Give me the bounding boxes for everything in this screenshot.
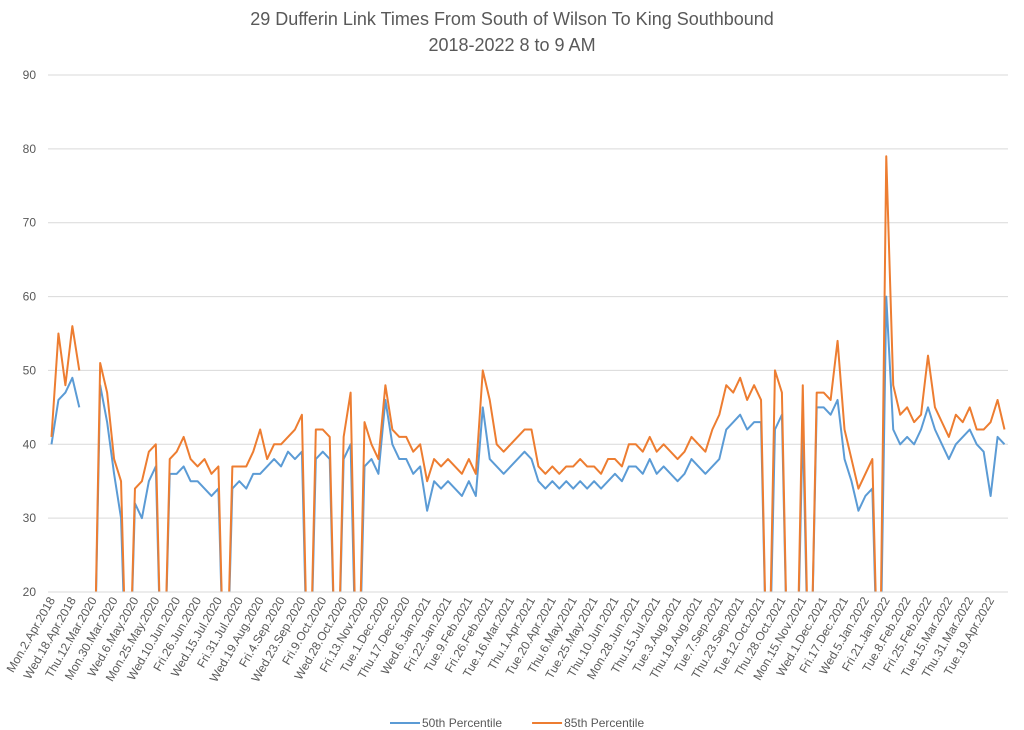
y-tick-label: 90	[23, 68, 37, 82]
y-tick-label: 60	[23, 290, 37, 304]
plot-area	[50, 155, 1006, 592]
chart-title: 29 Dufferin Link Times From South of Wil…	[250, 9, 774, 29]
y-tick-label: 20	[23, 585, 37, 599]
series-line	[50, 155, 1006, 592]
y-tick-label: 50	[23, 363, 37, 377]
y-tick-label: 40	[23, 437, 37, 451]
y-tick-label: 80	[23, 142, 37, 156]
legend-label: 50th Percentile	[422, 716, 502, 730]
legend-label: 85th Percentile	[564, 716, 644, 730]
series-line	[50, 295, 1006, 592]
chart-subtitle: 2018-2022 8 to 9 AM	[428, 35, 595, 55]
y-tick-label: 30	[23, 511, 37, 525]
y-tick-label: 70	[23, 216, 37, 230]
